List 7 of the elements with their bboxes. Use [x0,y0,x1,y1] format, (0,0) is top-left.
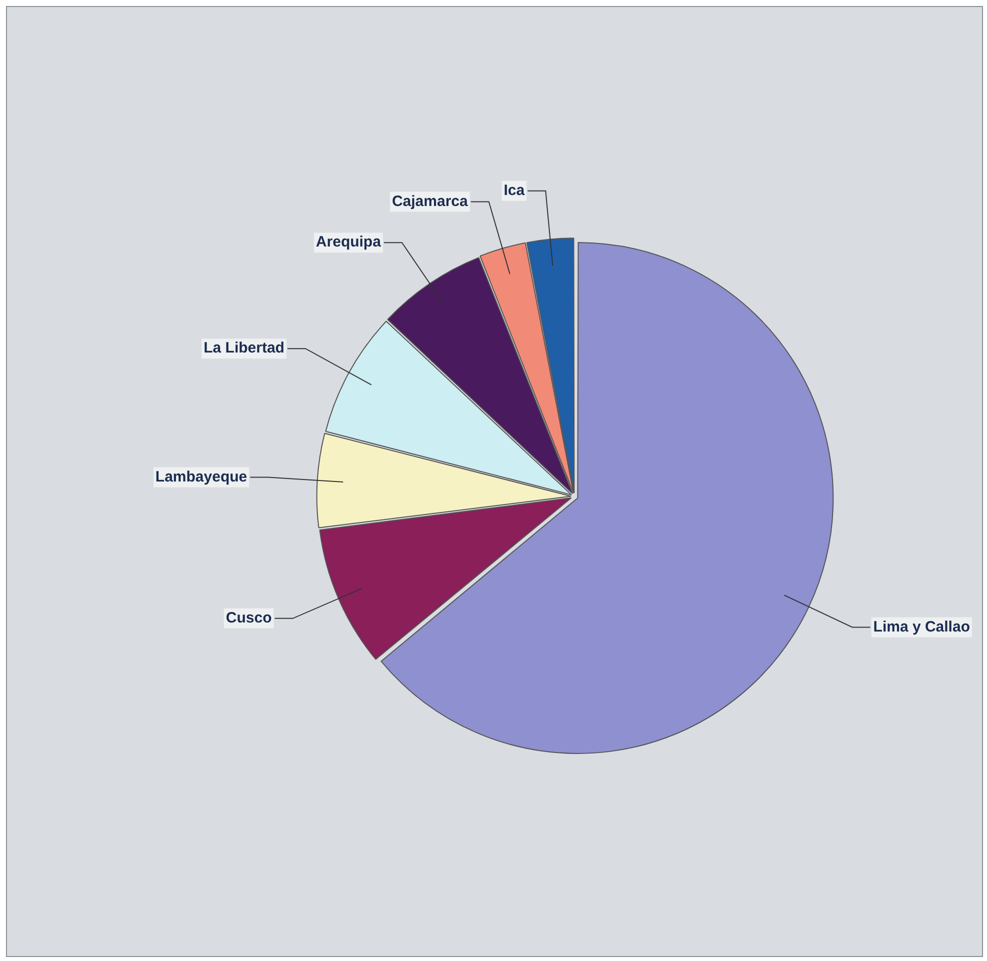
slice-label: Arequipa [316,234,382,251]
slice-label: Cajamarca [392,192,469,210]
slice-label: La Libertad [204,340,284,357]
slice-label: Cusco [226,610,272,627]
slice-label: Lima y Callao [873,618,970,636]
slice-label: Ica [504,182,526,200]
slice-label: Lambayeque [155,468,248,486]
